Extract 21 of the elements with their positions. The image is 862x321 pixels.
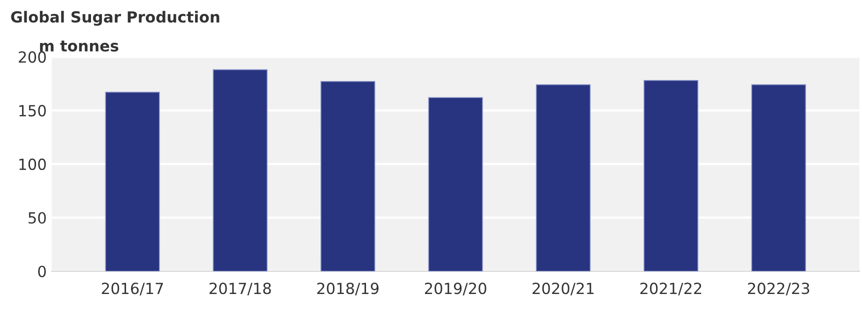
chart-title: Global Sugar Production [11,10,220,26]
x-tick-label: 2017/18 [210,282,271,296]
y-tick-label: 100 [19,158,46,170]
x-tick-label: 2022/23 [748,282,810,296]
bar [536,84,591,272]
x-tick-label: 2018/19 [317,282,379,296]
y-axis-title: m tonnes [40,40,118,52]
x-tick-label: 2021/22 [640,282,702,296]
y-tick-label: 200 [18,51,46,63]
bar [212,69,268,272]
y-tick-label: 150 [19,104,46,116]
y-tick-label: 50 [28,212,46,224]
bar [751,84,806,272]
x-tick-label: 2019/20 [424,282,486,296]
bar [428,97,483,272]
bar [320,81,376,272]
y-tick-label: 0 [38,266,46,278]
x-tick-label: 2016/17 [102,282,163,296]
bar [105,92,160,272]
x-tick-label: 2020/21 [532,282,594,296]
bar [644,80,698,272]
